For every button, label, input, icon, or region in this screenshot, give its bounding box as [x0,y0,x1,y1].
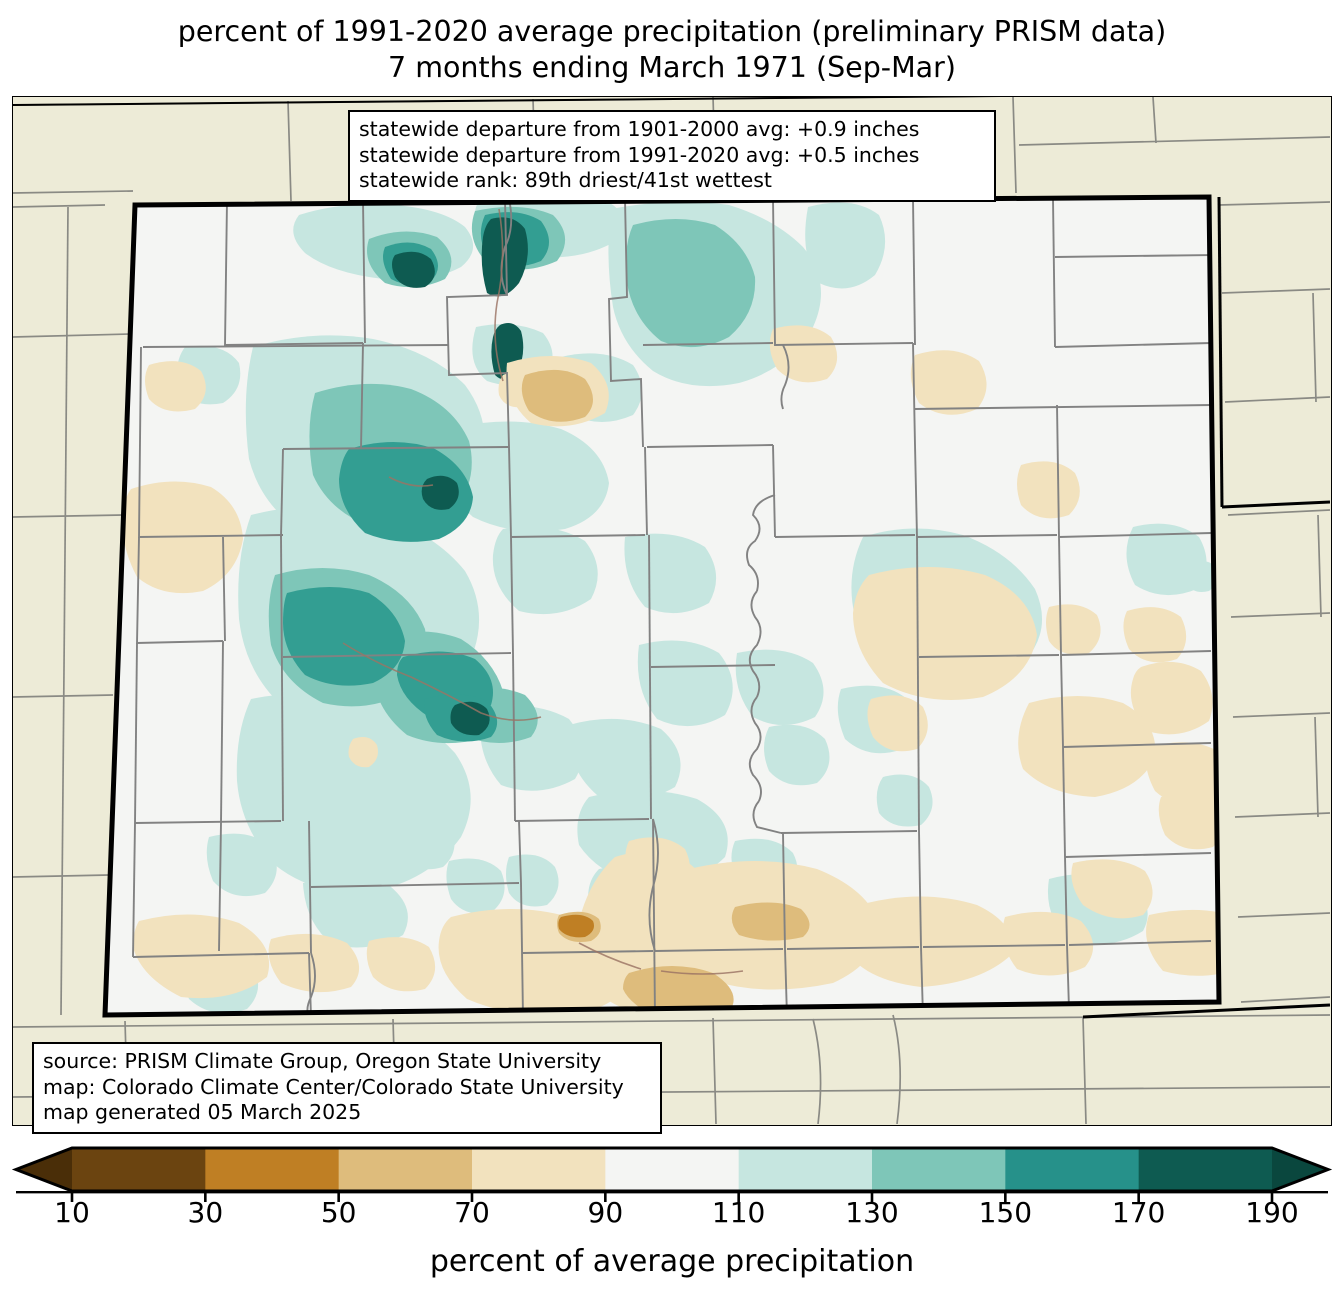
map-credit-line: map: Colorado Climate Center/Colorado St… [43,1074,624,1099]
stat-departure-1901-2000: statewide departure from 1901-2000 avg: … [359,117,920,141]
neighbor-state-lines [13,97,1330,1019]
colorbar-band-2 [338,1148,473,1191]
colorbar-tick-label-30: 30 [187,1196,224,1229]
colorbar-band-1 [205,1148,340,1191]
colorbar-over-arrow [1272,1148,1328,1191]
colorbar-tick-label-170: 170 [1111,1196,1166,1229]
colorbar-band-6 [872,1148,1006,1191]
colorbar-band-group [16,1148,1328,1191]
map-generated-line: map generated 05 March 2025 [43,1100,362,1124]
colorbar-band-3 [472,1148,606,1191]
title-line-1: percent of 1991-2020 average precipitati… [177,15,1167,48]
colorbar-band-4 [605,1148,740,1191]
colorado-precipitation-map [13,97,1330,1124]
colorado-interior [105,197,1219,1015]
source-credits-box: source: PRISM Climate Group, Oregon Stat… [32,1042,662,1134]
colorbar-tick-label-10: 10 [54,1196,90,1229]
colorbar-under-arrow [16,1148,72,1191]
colorbar-swatches [11,1146,1333,1202]
source-line: source: PRISM Climate Group, Oregon Stat… [43,1049,602,1073]
colorbar-band-0 [72,1148,206,1191]
colorbar-tick-label-70: 70 [454,1196,490,1229]
precip-band-50-70 [521,369,810,1015]
colorbar-tick-label-130: 130 [845,1196,899,1229]
precip-band-30-50 [558,914,594,938]
stat-statewide-rank: statewide rank: 89th driest/41st wettest [359,168,772,192]
statewide-stats-box: statewide departure from 1901-2000 avg: … [348,110,996,202]
colorbar-band-5 [738,1148,873,1191]
title-line-2: 7 months ending March 1971 (Sep-Mar) [388,51,956,84]
colorbar-tick-labels: 10 30 50 70 90 110 130 150 170 190 [0,1196,1344,1236]
colorbar-axis-label: percent of average precipitation [429,1244,915,1279]
colorbar [0,1144,1344,1299]
colorbar-tick-label-90: 90 [587,1196,624,1229]
colorbar-tick-label-150: 150 [978,1196,1033,1229]
colorbar-tick-group [70,1192,1274,1202]
colorbar-band-8 [1138,1148,1273,1191]
page-title: percent of 1991-2020 average precipitati… [0,14,1344,86]
stat-departure-1991-2020: statewide departure from 1991-2020 avg: … [359,142,920,167]
colorbar-tick-label-50: 50 [320,1196,357,1229]
river-lines [342,208,744,975]
colorbar-tick-label-190: 190 [1245,1196,1299,1229]
colorbar-band-7 [1005,1148,1140,1191]
map-panel [12,96,1332,1126]
colorbar-tick-label-110: 110 [711,1196,766,1229]
